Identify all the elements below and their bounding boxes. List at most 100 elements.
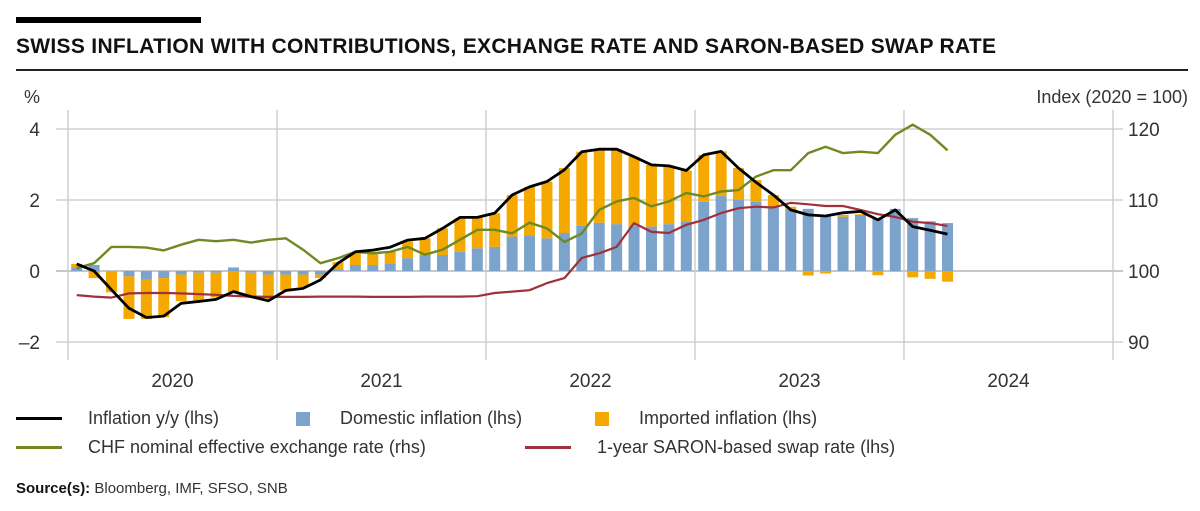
bar-imported xyxy=(349,253,361,265)
bar-domestic xyxy=(158,271,170,279)
bar-domestic xyxy=(262,271,274,275)
legend-swatch-saron xyxy=(525,446,571,449)
bar-domestic xyxy=(558,233,570,271)
bar-imported xyxy=(924,271,936,279)
bar-domestic xyxy=(384,263,396,271)
bar-domestic xyxy=(524,235,536,271)
bar-imported xyxy=(262,274,274,300)
bar-domestic xyxy=(175,271,187,275)
y-tick-left: –2 xyxy=(19,333,40,354)
bar-domestic xyxy=(767,207,779,271)
bar-domestic xyxy=(506,236,518,271)
bar-imported xyxy=(419,238,431,256)
bar-domestic xyxy=(454,251,466,271)
left-axis-unit: % xyxy=(24,87,41,107)
bar-domestic xyxy=(802,208,814,271)
legend-swatch-imported xyxy=(595,411,609,426)
bar-domestic xyxy=(628,225,640,271)
bar-domestic xyxy=(680,222,692,271)
x-tick-label: 2023 xyxy=(778,371,820,392)
bar-domestic xyxy=(663,224,675,271)
legend-item-inflation: Inflation y/y (lhs) xyxy=(16,408,219,429)
bar-domestic xyxy=(854,214,866,271)
bar-imported xyxy=(71,263,83,268)
legend-label-imported: Imported inflation (lhs) xyxy=(639,408,818,428)
bar-domestic xyxy=(123,271,135,277)
bar-imported xyxy=(402,241,414,259)
x-tick-label: 2024 xyxy=(987,371,1030,392)
bar-domestic xyxy=(924,221,936,271)
bar-imported xyxy=(280,274,292,291)
legend-item-saron: 1-year SARON-based swap rate (lhs) xyxy=(525,437,895,458)
bar-domestic xyxy=(88,264,100,271)
legend-label-neer: CHF nominal effective exchange rate (rhs… xyxy=(88,437,426,457)
source-label: Source(s): xyxy=(16,480,91,497)
bar-imported xyxy=(837,214,849,217)
bar-domestic xyxy=(889,208,901,271)
bar-imported xyxy=(315,274,327,279)
y-tick-right: 120 xyxy=(1128,120,1160,141)
bar-imported xyxy=(907,271,919,278)
bar-domestic xyxy=(419,255,431,271)
bar-domestic xyxy=(593,222,605,271)
line-saron-swap xyxy=(76,201,948,299)
bar-imported xyxy=(367,251,379,265)
bar-domestic xyxy=(193,271,205,273)
legend-swatch-neer xyxy=(16,446,62,449)
title-rule xyxy=(16,69,1188,71)
bar-domestic xyxy=(280,271,292,275)
bar-domestic xyxy=(820,216,832,271)
bar-imported xyxy=(158,278,170,318)
bar-imported xyxy=(193,272,205,302)
line-inflation xyxy=(76,147,948,319)
bar-imported xyxy=(750,180,762,202)
bar-imported xyxy=(715,151,727,197)
bar-imported xyxy=(802,271,814,276)
bar-imported xyxy=(332,262,344,270)
y-tick-right: 90 xyxy=(1128,333,1149,354)
bar-domestic xyxy=(297,271,309,275)
legend-label-inflation: Inflation y/y (lhs) xyxy=(88,408,220,428)
x-tick-label: 2022 xyxy=(569,371,611,392)
bar-imported xyxy=(645,164,657,227)
x-tick-label: 2020 xyxy=(151,371,193,392)
bar-imported xyxy=(611,149,623,225)
bar-imported xyxy=(558,168,570,234)
bar-imported xyxy=(506,195,518,237)
legend-swatch-domestic xyxy=(296,411,310,426)
bar-domestic xyxy=(576,225,588,271)
bar-domestic xyxy=(698,201,710,271)
bar-domestic xyxy=(71,267,83,271)
bar-domestic xyxy=(785,208,797,271)
y-tick-right: 100 xyxy=(1128,262,1160,283)
bar-imported xyxy=(454,218,466,252)
bar-imported xyxy=(524,186,536,236)
legend-label-saron: 1-year SARON-based swap rate (lhs) xyxy=(597,437,896,457)
bar-imported xyxy=(175,274,187,302)
bar-imported xyxy=(140,279,152,319)
bar-imported xyxy=(785,206,797,209)
y-tick-left: 4 xyxy=(29,120,40,141)
bar-imported xyxy=(576,151,588,226)
bar-domestic xyxy=(872,219,884,271)
source-text: Bloomberg, IMF, SFSO, SNB xyxy=(94,480,288,497)
bar-domestic xyxy=(733,200,745,271)
bar-domestic xyxy=(436,255,448,271)
bar-imported xyxy=(889,271,901,272)
bar-imported xyxy=(210,272,222,298)
bar-imported xyxy=(593,149,605,223)
line-chf-neer xyxy=(76,123,949,270)
title-accent-bar xyxy=(16,17,201,23)
right-axis-unit: Index (2020 = 100) xyxy=(1036,87,1188,107)
bar-domestic xyxy=(471,248,483,271)
bar-domestic xyxy=(349,264,361,271)
x-tick-label: 2021 xyxy=(360,371,402,392)
bar-domestic xyxy=(489,246,501,271)
bar-domestic xyxy=(715,196,727,271)
bar-imported xyxy=(872,271,884,276)
bar-imported xyxy=(384,251,396,264)
source-note: Source(s): Bloomberg, IMF, SFSO, SNB xyxy=(16,480,288,497)
bar-domestic xyxy=(837,216,849,271)
